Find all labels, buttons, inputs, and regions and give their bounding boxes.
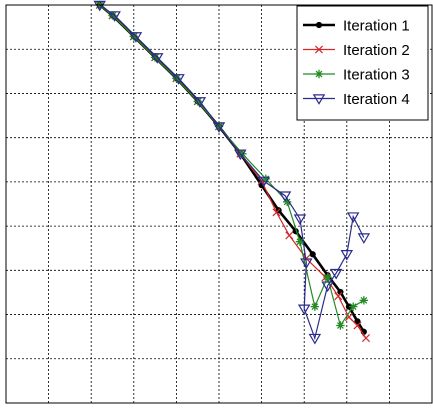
legend-marker	[312, 94, 326, 105]
data-point	[295, 237, 305, 246]
data-point	[129, 32, 138, 41]
data-point	[321, 281, 334, 293]
data-point	[172, 74, 185, 85]
series-4	[93, 0, 371, 345]
data-point	[108, 11, 117, 20]
data-point	[293, 214, 307, 226]
data-point	[193, 97, 202, 106]
data-point	[300, 258, 313, 270]
data-point	[285, 231, 294, 240]
data-point	[361, 334, 370, 343]
data-point	[334, 292, 343, 301]
data-point	[354, 318, 361, 325]
data-point	[297, 304, 311, 316]
data-point	[323, 273, 332, 282]
data-point	[359, 296, 369, 305]
legend-label: Iteration 1	[343, 18, 410, 35]
legend-marker	[314, 69, 324, 79]
data-point	[309, 251, 316, 258]
data-point	[93, 0, 106, 12]
series-line	[99, 4, 365, 327]
series-line	[99, 4, 365, 341]
legend-marker	[314, 45, 324, 54]
data-point	[172, 74, 181, 83]
plot-frame	[5, 4, 433, 404]
data-point	[278, 191, 292, 203]
data-point	[238, 149, 247, 158]
grid	[6, 5, 432, 403]
legend-item: Iteration 3	[303, 67, 410, 84]
legend-item: Iteration 2	[303, 42, 410, 59]
legend-item: Iteration 1	[303, 18, 410, 35]
legend-marker	[315, 21, 323, 29]
legend-label: Iteration 3	[343, 67, 410, 84]
data-point	[150, 53, 164, 64]
data-point	[193, 97, 207, 108]
data-point	[329, 268, 343, 280]
data-point	[353, 321, 362, 330]
data-point	[308, 333, 322, 345]
data-point	[336, 321, 345, 330]
data-point	[348, 302, 358, 311]
data-point	[108, 11, 121, 22]
series-group	[93, 0, 371, 345]
data-point	[272, 208, 281, 217]
data-point	[346, 212, 360, 223]
data-point	[234, 149, 247, 161]
data-point	[212, 122, 226, 133]
legend-item: Iteration 4	[303, 91, 410, 108]
data-point	[129, 32, 143, 43]
legend: Iteration 1 Iteration 2 Iteration 3 Iterati…	[296, 5, 429, 121]
data-point	[282, 197, 292, 207]
data-point	[357, 233, 371, 244]
data-point	[344, 313, 353, 322]
data-point	[310, 302, 320, 311]
legend-label: Iteration 2	[343, 42, 410, 59]
data-point	[150, 53, 160, 62]
data-point	[261, 174, 271, 184]
data-point	[340, 250, 354, 261]
data-point	[257, 176, 270, 188]
legend-label: Iteration 4	[343, 91, 410, 108]
